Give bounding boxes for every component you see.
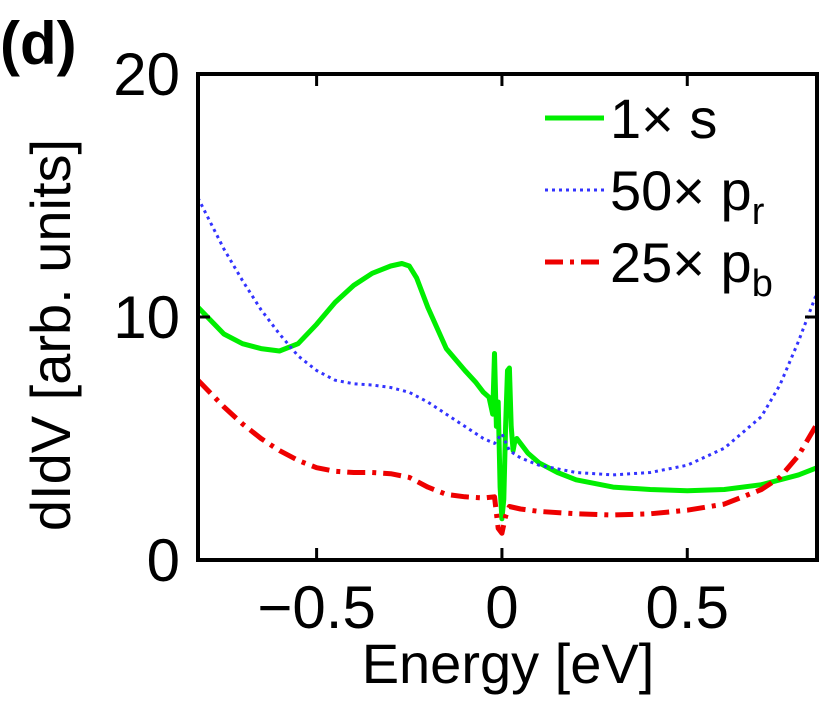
x-tick-label: −0.5 bbox=[257, 574, 375, 641]
legend-label-3: 25× pb bbox=[610, 231, 773, 305]
y-tick-label: 10 bbox=[113, 284, 180, 351]
x-axis-title: Energy [eV] bbox=[362, 632, 655, 695]
panel-label: (d) bbox=[0, 10, 77, 77]
legend-subscript: r bbox=[752, 191, 765, 233]
y-tick-label: 20 bbox=[113, 41, 180, 108]
y-tick-label: 0 bbox=[147, 527, 180, 594]
legend-label-1: 1× s bbox=[610, 87, 717, 150]
x-tick-label: 0.5 bbox=[646, 574, 729, 641]
legend-label-2: 50× pr bbox=[610, 159, 765, 233]
series-line-1 bbox=[198, 261, 817, 522]
y-axis-title: dIdV [arb. units] bbox=[19, 139, 82, 531]
legend-subscript: b bbox=[752, 263, 773, 305]
series-line-2 bbox=[198, 197, 817, 477]
series-line-3 bbox=[198, 378, 817, 536]
x-tick-label: 0 bbox=[485, 574, 518, 641]
